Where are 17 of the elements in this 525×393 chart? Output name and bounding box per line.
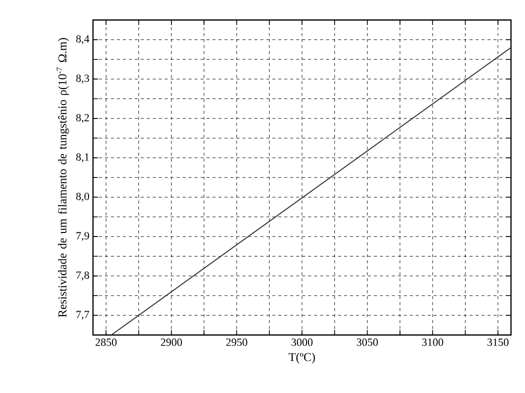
x-tick-label: 3100 — [422, 338, 444, 346]
x-tick-label: 3150 — [488, 338, 508, 346]
x-axis-title: T(ºC) — [288, 352, 315, 364]
x-tick-label: 2900 — [160, 338, 182, 346]
y-axis-title: Resistividade de um filamento de tungstênio ρ(10$^{-7}$ Ω.m) — [56, 38, 69, 318]
y-tick-label: 8,1 — [76, 153, 89, 162]
y-tick-label: 7,7 — [76, 310, 90, 320]
x-tick-label: 3000 — [292, 338, 313, 346]
y-tick-label: 8,0 — [76, 192, 90, 202]
y-tick-label: 8,3 — [76, 74, 90, 84]
x-tick-label: 2950 — [226, 338, 248, 346]
y-tick-label: 8,2 — [76, 114, 89, 123]
y-tick-label: 7,9 — [76, 232, 90, 242]
y-tick-label: 7,8 — [76, 271, 90, 280]
x-tick-label: 2850 — [96, 338, 117, 346]
x-tick-label: 3050 — [356, 338, 378, 346]
y-tick-label: 8,4 — [76, 35, 90, 44]
